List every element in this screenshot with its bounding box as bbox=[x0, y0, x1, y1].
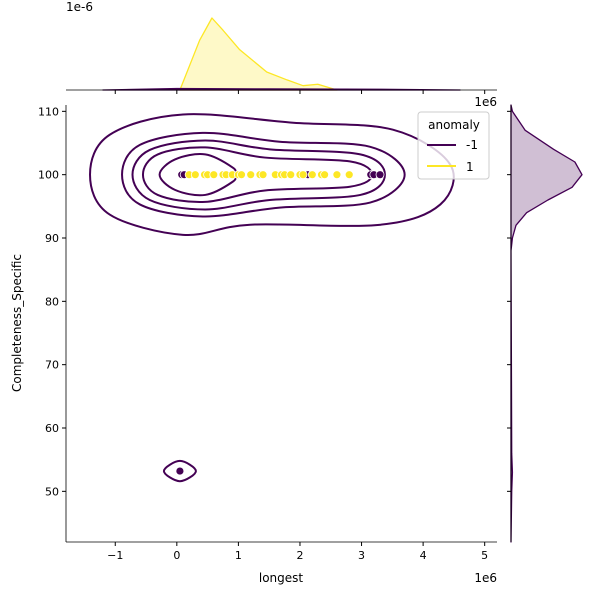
legend-label--1: -1 bbox=[466, 138, 478, 152]
x-offset-label-bottom: 1e6 bbox=[474, 571, 497, 585]
y-tick-label: 110 bbox=[38, 105, 59, 118]
x-tick-label: 0 bbox=[173, 549, 180, 562]
right-marginal-axes bbox=[507, 104, 583, 543]
top-marginal-axes bbox=[66, 17, 497, 94]
y-axis-label: Completeness_Specific bbox=[10, 254, 24, 392]
scatter-point--1 bbox=[375, 170, 385, 180]
top-marginal-kde-1 bbox=[179, 17, 338, 91]
right-marginal-kde--1 bbox=[510, 104, 583, 543]
kde-contour-1 bbox=[121, 131, 406, 218]
scatter-point-1 bbox=[258, 170, 268, 180]
kde-contour-2 bbox=[131, 139, 386, 211]
main-axes: −1 0 1 2 3 4 5 50 60 70 80 90 100 110 bbox=[38, 105, 497, 562]
x-tick-label: 5 bbox=[481, 549, 488, 562]
x-tick-label: −1 bbox=[107, 549, 123, 562]
scatter-point-1 bbox=[246, 170, 256, 180]
kde-contour-0 bbox=[89, 113, 455, 236]
x-offset-label-top: 1e6 bbox=[474, 95, 497, 109]
legend-title: anomaly bbox=[428, 118, 480, 132]
legend-label-1: 1 bbox=[466, 160, 474, 174]
scatter-point-1 bbox=[332, 170, 342, 180]
y-tick-label: 70 bbox=[45, 359, 59, 372]
legend: anomaly -1 1 bbox=[417, 111, 490, 180]
scatter-point-1 bbox=[209, 170, 219, 180]
y-tick-label: 90 bbox=[45, 232, 59, 245]
x-tick-label: 1 bbox=[235, 549, 242, 562]
x-tick-label: 2 bbox=[296, 549, 303, 562]
y-tick-label: 100 bbox=[38, 169, 59, 182]
y-tick-label: 80 bbox=[45, 295, 59, 308]
scatter-point-1 bbox=[286, 170, 296, 180]
x-axis-label: longest bbox=[259, 571, 304, 585]
scatter-point-1 bbox=[320, 170, 330, 180]
x-tick-label: 3 bbox=[358, 549, 365, 562]
scatter-point-1 bbox=[307, 170, 317, 180]
scatter-point-1 bbox=[190, 170, 200, 180]
x-tick-label: 4 bbox=[420, 549, 427, 562]
scatter-point-1 bbox=[344, 170, 354, 180]
scatter-point--1 bbox=[175, 466, 185, 476]
top-marginal-offset-label: 1e-6 bbox=[66, 0, 93, 14]
y-tick-label: 60 bbox=[45, 422, 59, 435]
kde-contour-5 bbox=[162, 459, 197, 483]
scatter-point-1 bbox=[298, 170, 308, 180]
scatter-point-1 bbox=[237, 170, 246, 180]
y-tick-label: 50 bbox=[45, 485, 59, 498]
